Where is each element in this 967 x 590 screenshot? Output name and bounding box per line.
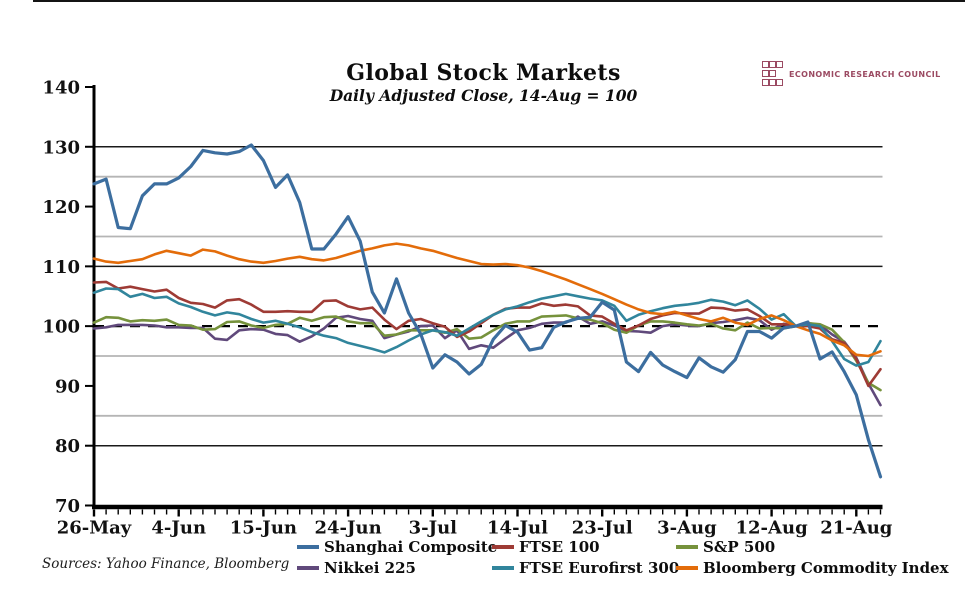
y-tick-label-70: 70 [55, 496, 80, 517]
legend-item-nikkei-225: Nikkei 225 [297, 559, 416, 577]
x-tick-label-15-jun: 15-Jun [230, 518, 297, 539]
series-line-nikkei-225 [92, 314, 882, 407]
erc-logo-text: ECONOMIC RESEARCH COUNCIL [789, 70, 941, 79]
y-tick-label-120: 120 [42, 197, 80, 218]
legend-item-ftse-100: FTSE 100 [492, 538, 600, 556]
legend-item-s-p-500: S&P 500 [676, 538, 775, 556]
legend-label-nikkei-225: Nikkei 225 [324, 559, 416, 577]
legend-label-shanghai-composite: Shanghai Composite [324, 538, 498, 556]
legend-label-bloomberg-commodity-index: Bloomberg Commodity Index [703, 559, 949, 577]
y-tick-label-90: 90 [55, 376, 80, 397]
x-tick-label-3-aug: 3-Aug [657, 518, 717, 539]
series-line-shanghai-composite [92, 143, 883, 479]
x-tick-label-3-jul: 3-Jul [409, 518, 458, 539]
y-tick-label-110: 110 [42, 257, 80, 278]
legend-swatch-icon-nikkei-225 [297, 566, 319, 570]
legend-item-bloomberg-commodity-index: Bloomberg Commodity Index [676, 559, 949, 577]
x-tick-label-21-aug: 21-Aug [820, 518, 893, 539]
top-border-rule [33, 0, 965, 2]
legend-item-shanghai-composite: Shanghai Composite [297, 538, 497, 556]
page-title: Global Stock Markets [346, 60, 621, 86]
sources-note: Sources: Yahoo Finance, Bloomberg [42, 556, 290, 572]
x-tick-label-23-jul: 23-Jul [572, 518, 633, 539]
legend-label-ftse-eurofirst-300: FTSE Eurofirst 300 [519, 559, 680, 577]
legend-swatch-icon-bloomberg-commodity-index [676, 566, 698, 570]
y-tick-label-100: 100 [42, 317, 80, 338]
series-line-ftse-eurofirst-300 [92, 287, 882, 367]
y-tick-label-130: 130 [42, 137, 80, 158]
page-subtitle: Daily Adjusted Close, 14-Aug = 100 [329, 86, 638, 105]
legend-swatch-icon-s-p-500 [676, 545, 698, 549]
x-tick-label-4-jun: 4-Jun [151, 518, 206, 539]
erc-logo-squares-icon [762, 61, 783, 88]
erc-logo: ECONOMIC RESEARCH COUNCIL [762, 61, 941, 88]
y-tick-label-80: 80 [55, 436, 80, 457]
legend-label-s-p-500: S&P 500 [703, 538, 776, 556]
legend-swatch-icon-ftse-100 [492, 545, 514, 549]
series-line-bloomberg-commodity-index [92, 242, 882, 358]
x-tick-label-14-jul: 14-Jul [487, 518, 548, 539]
legend-label-ftse-100: FTSE 100 [519, 538, 600, 556]
legend-swatch-icon-shanghai-composite [297, 545, 319, 549]
legend-item-ftse-eurofirst-300: FTSE Eurofirst 300 [492, 559, 679, 577]
x-tick-label-12-aug: 12-Aug [736, 518, 809, 539]
x-tick-label-24-jun: 24-Jun [314, 518, 381, 539]
x-tick-label-26-may: 26-May [57, 518, 132, 539]
legend-swatch-icon-ftse-eurofirst-300 [492, 566, 514, 570]
y-tick-label-140: 140 [42, 78, 80, 99]
